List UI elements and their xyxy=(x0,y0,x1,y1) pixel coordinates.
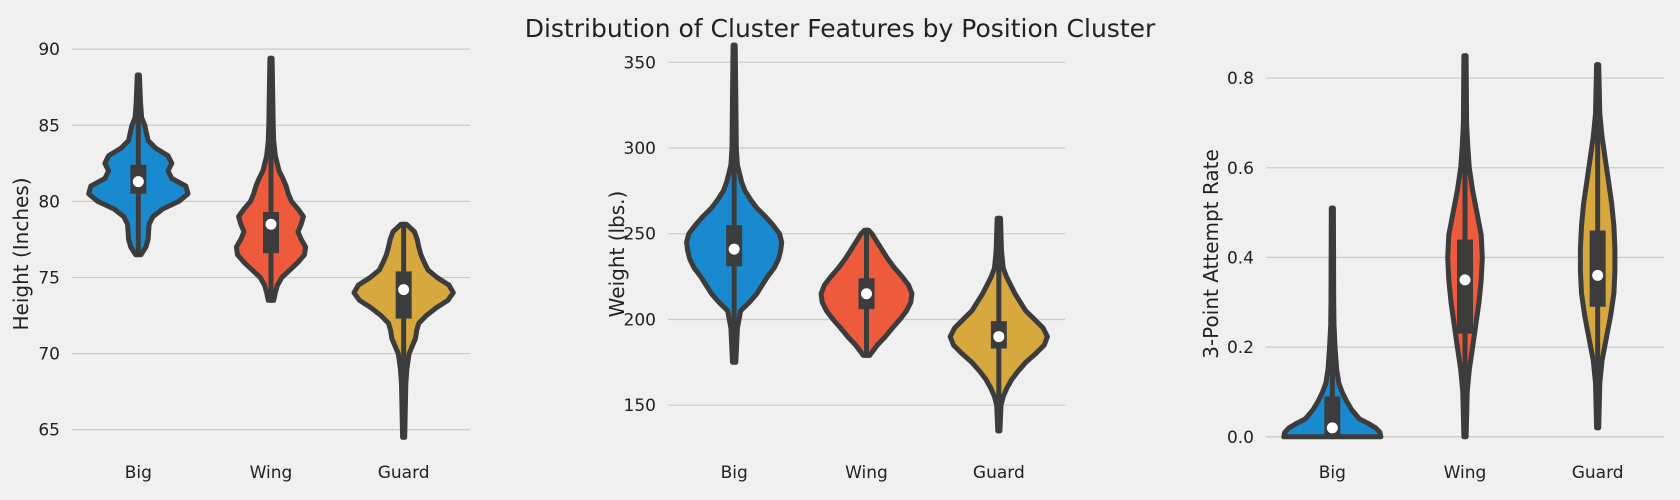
y-tick-label: 200 xyxy=(624,310,656,330)
y-tick-label: 350 xyxy=(624,53,656,73)
iqr-box xyxy=(1457,239,1473,334)
y-tick-label: 80 xyxy=(38,192,60,212)
x-tick-label: Wing xyxy=(1444,463,1487,483)
x-tick-label: Wing xyxy=(845,463,888,483)
median-marker xyxy=(132,176,144,188)
violin-big xyxy=(1281,205,1384,440)
figure-title: Distribution of Cluster Features by Posi… xyxy=(524,14,1156,43)
y-axis-label: Weight (lbs.) xyxy=(605,191,629,318)
y-tick-label: 300 xyxy=(624,139,656,159)
y-tick-label: 90 xyxy=(38,40,60,60)
y-tick-label: 150 xyxy=(624,396,656,416)
x-tick-label: Guard xyxy=(378,463,430,483)
violin-guard xyxy=(351,221,456,440)
y-axis-label: 3-Point Attempt Rate xyxy=(1199,149,1223,359)
y-tick-label: 65 xyxy=(38,421,60,441)
y-tick-label: 85 xyxy=(38,116,60,136)
median-marker xyxy=(1592,269,1604,281)
y-axis-label: Height (Inches) xyxy=(9,177,33,330)
median-marker xyxy=(993,331,1005,343)
median-marker xyxy=(861,288,872,300)
y-tick-label: 0.2 xyxy=(1227,338,1254,358)
median-marker xyxy=(1459,274,1471,286)
violin-wing xyxy=(818,227,915,358)
violin-big xyxy=(86,72,191,258)
iqr-box xyxy=(1589,230,1606,307)
x-tick-label: Big xyxy=(1319,463,1346,483)
x-tick-label: Guard xyxy=(973,463,1025,483)
y-tick-label: 0.4 xyxy=(1227,248,1254,268)
y-tick-label: 0.0 xyxy=(1227,428,1254,448)
y-tick-label: 0.6 xyxy=(1227,159,1254,179)
y-tick-label: 250 xyxy=(624,225,656,245)
y-tick-label: 70 xyxy=(38,345,60,365)
violin-big xyxy=(684,42,785,365)
violin-wing xyxy=(233,55,309,303)
violin-guard xyxy=(1577,62,1618,431)
x-tick-label: Big xyxy=(721,463,748,483)
median-marker xyxy=(265,218,277,230)
x-tick-label: Big xyxy=(125,463,152,483)
median-marker xyxy=(728,243,740,255)
x-tick-label: Guard xyxy=(1572,463,1624,483)
y-tick-label: 75 xyxy=(38,268,60,288)
violin-wing xyxy=(1445,53,1485,440)
violin-guard xyxy=(947,215,1050,434)
y-tick-label: 0.8 xyxy=(1227,69,1254,89)
median-marker xyxy=(1326,422,1338,434)
x-tick-label: Wing xyxy=(250,463,293,483)
median-marker xyxy=(398,284,410,296)
